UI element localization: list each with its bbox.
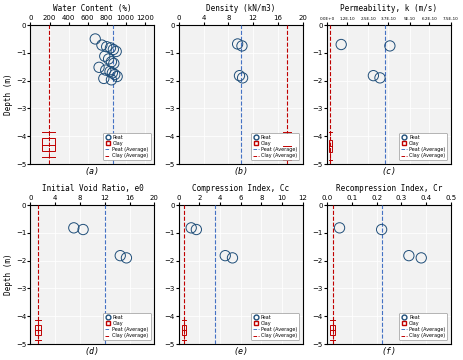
Point: [107, 45, 114, 51]
Legend: Peat, Clay, Peat (Average), Clay (Average): Peat, Clay, Peat (Average), Clay (Averag…: [103, 133, 150, 160]
Legend: Peat, Clay, Peat (Average), Clay (Average): Peat, Clay, Peat (Average), Clay (Averag…: [400, 313, 447, 340]
Point: [100, 76, 107, 81]
Title: Density (kN/m3): Density (kN/m3): [206, 4, 275, 13]
X-axis label: (c): (c): [382, 167, 396, 176]
Legend: Peat, Clay, Peat (Average), Clay (Average): Peat, Clay, Peat (Average), Clay (Averag…: [400, 133, 447, 160]
Point: [113, 49, 120, 54]
Bar: [283, 140, 291, 152]
Title: Water Content (%): Water Content (%): [53, 4, 131, 13]
Point: [108, 59, 115, 65]
Point: [239, 75, 246, 81]
Point: [229, 255, 236, 261]
Title: Permeability, k (m/s): Permeability, k (m/s): [340, 4, 438, 13]
Point: [70, 225, 77, 231]
Point: [106, 69, 114, 75]
Point: [111, 72, 119, 77]
Point: [336, 225, 343, 231]
Point: [108, 77, 115, 83]
Point: [105, 56, 113, 62]
Point: [221, 253, 229, 258]
Title: Initial Void Ratio, e0: Initial Void Ratio, e0: [42, 184, 143, 193]
Point: [236, 73, 243, 78]
X-axis label: (a): (a): [85, 167, 100, 176]
X-axis label: (e): (e): [233, 347, 248, 356]
Point: [418, 255, 425, 261]
Legend: Peat, Clay, Peat (Average), Clay (Average): Peat, Clay, Peat (Average), Clay (Averag…: [103, 313, 150, 340]
Point: [103, 44, 110, 50]
Point: [109, 70, 116, 76]
Point: [386, 43, 394, 49]
Title: Compression Index, Cc: Compression Index, Cc: [192, 184, 289, 193]
Point: [98, 42, 106, 48]
Point: [102, 67, 109, 73]
Point: [369, 73, 377, 78]
Point: [234, 41, 241, 47]
Title: Recompression Index, Cr: Recompression Index, Cr: [336, 184, 442, 193]
Point: [338, 42, 345, 48]
X-axis label: (b): (b): [233, 167, 248, 176]
Legend: Peat, Clay, Peat (Average), Clay (Average): Peat, Clay, Peat (Average), Clay (Averag…: [251, 133, 299, 160]
Bar: [331, 325, 335, 335]
Bar: [329, 140, 332, 152]
X-axis label: (f): (f): [382, 347, 396, 356]
Bar: [35, 325, 41, 335]
Point: [405, 253, 413, 258]
Point: [193, 227, 200, 233]
X-axis label: (d): (d): [85, 347, 100, 356]
Y-axis label: Depth (m): Depth (m): [4, 254, 13, 295]
Point: [79, 227, 87, 233]
Point: [110, 60, 118, 66]
Point: [101, 53, 108, 59]
Point: [117, 253, 124, 258]
Point: [110, 47, 117, 53]
Bar: [42, 138, 55, 151]
Point: [378, 227, 385, 233]
Legend: Peat, Clay, Peat (Average), Clay (Average): Peat, Clay, Peat (Average), Clay (Averag…: [251, 313, 299, 340]
Point: [188, 225, 195, 231]
Point: [376, 75, 384, 81]
Point: [238, 43, 246, 49]
Point: [95, 64, 103, 70]
Point: [113, 73, 121, 79]
Y-axis label: Depth (m): Depth (m): [4, 74, 13, 115]
Point: [92, 36, 99, 42]
Bar: [182, 325, 186, 335]
Point: [123, 255, 130, 261]
